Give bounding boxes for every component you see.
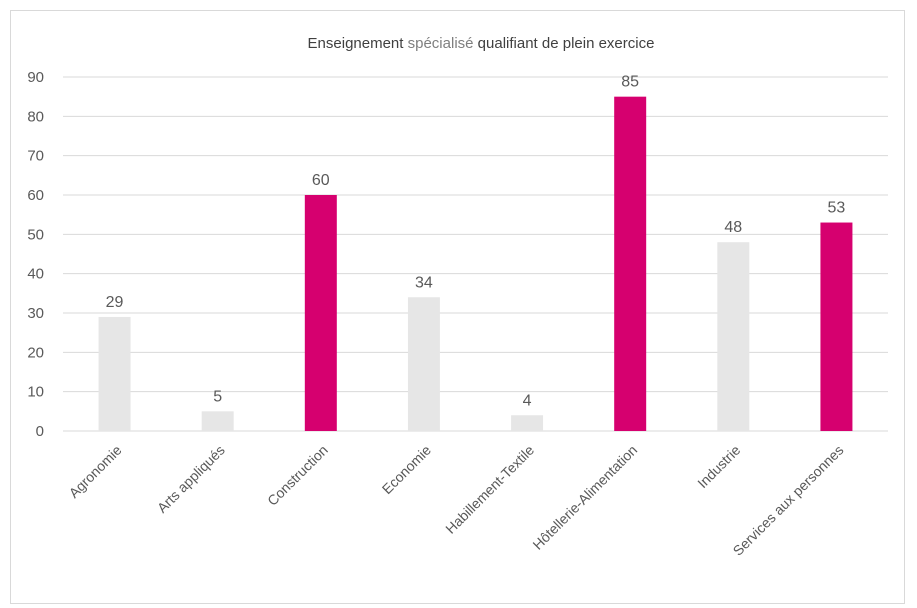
y-tick-label: 80 — [27, 108, 44, 125]
bars — [99, 97, 853, 431]
category-label: Agronomie — [65, 442, 124, 501]
bar — [511, 415, 543, 431]
bar — [614, 97, 646, 431]
y-tick-label: 90 — [27, 69, 44, 86]
chart-title: Enseignement spécialisé qualifiant de pl… — [308, 35, 655, 52]
data-label: 34 — [415, 274, 433, 291]
category-labels: Agronomie Arts appliqués Construction Econo… — [65, 442, 846, 559]
y-tick-label: 70 — [27, 148, 44, 165]
category-label: Economie — [379, 442, 434, 497]
data-label: 4 — [523, 392, 532, 409]
category-label: Arts appliqués — [154, 442, 228, 516]
y-tick-label: 20 — [27, 344, 44, 361]
chart-title-part: Enseignement — [308, 35, 408, 52]
category-label: Services aux personnes — [730, 442, 847, 559]
bar — [99, 317, 131, 431]
y-tick-label: 50 — [27, 226, 44, 243]
bar — [408, 297, 440, 431]
bar-chart: Enseignement spécialisé qualifiant de pl… — [11, 11, 906, 605]
category-label: Industrie — [694, 442, 743, 491]
data-label: 5 — [213, 388, 222, 405]
bar — [820, 223, 852, 431]
y-tick-label: 10 — [27, 384, 44, 401]
data-label: 48 — [724, 219, 742, 236]
bar — [717, 242, 749, 431]
y-tick-label: 60 — [27, 187, 44, 204]
y-axis-ticks: 0 10 20 30 40 50 60 70 80 90 — [27, 69, 44, 440]
gridlines — [63, 77, 888, 431]
category-label: Hôtellerie-Alimentation — [529, 442, 640, 553]
chart-title-part: qualifiant de plein exercice — [474, 35, 655, 52]
data-label: 53 — [828, 200, 846, 217]
chart-frame: Enseignement spécialisé qualifiant de pl… — [10, 10, 905, 604]
data-label: 85 — [621, 74, 639, 91]
category-label: Construction — [264, 442, 331, 509]
y-tick-label: 0 — [36, 423, 44, 440]
bar — [305, 195, 337, 431]
y-tick-label: 40 — [27, 266, 44, 283]
data-label: 29 — [106, 294, 124, 311]
bar — [202, 411, 234, 431]
data-label: 60 — [312, 172, 330, 189]
chart-title-part: spécialisé — [408, 35, 474, 52]
category-label: Habillement-Textile — [442, 442, 537, 537]
y-tick-label: 30 — [27, 305, 44, 322]
